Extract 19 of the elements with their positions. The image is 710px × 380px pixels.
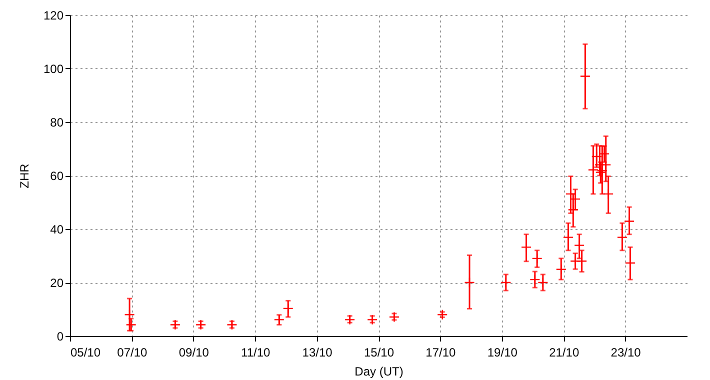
- y-tick-label: 60: [50, 169, 64, 183]
- x-tick-label: 15/10: [364, 346, 394, 360]
- y-tick-label: 40: [50, 222, 64, 236]
- x-tick-label: 21/10: [549, 346, 580, 360]
- y-axis-title: ZHR: [17, 163, 32, 188]
- x-tick-label: 07/10: [117, 346, 148, 360]
- x-tick-label: 19/10: [487, 346, 518, 360]
- y-tick-label: 100: [43, 62, 64, 76]
- x-tick-label: 05/10: [70, 346, 101, 360]
- y-tick-label: 20: [50, 276, 64, 290]
- y-tick-label: 120: [43, 8, 64, 22]
- y-tick-label: 0: [56, 330, 64, 344]
- x-tick-label: 17/10: [426, 346, 456, 360]
- x-tick-label: 09/10: [178, 346, 210, 360]
- x-tick-label: 11/10: [241, 346, 270, 360]
- x-tick-label: 23/10: [610, 346, 642, 360]
- y-tick-label: 80: [50, 116, 64, 130]
- x-axis-title: Day (UT): [354, 364, 404, 378]
- x-tick-label: 13/10: [302, 346, 333, 360]
